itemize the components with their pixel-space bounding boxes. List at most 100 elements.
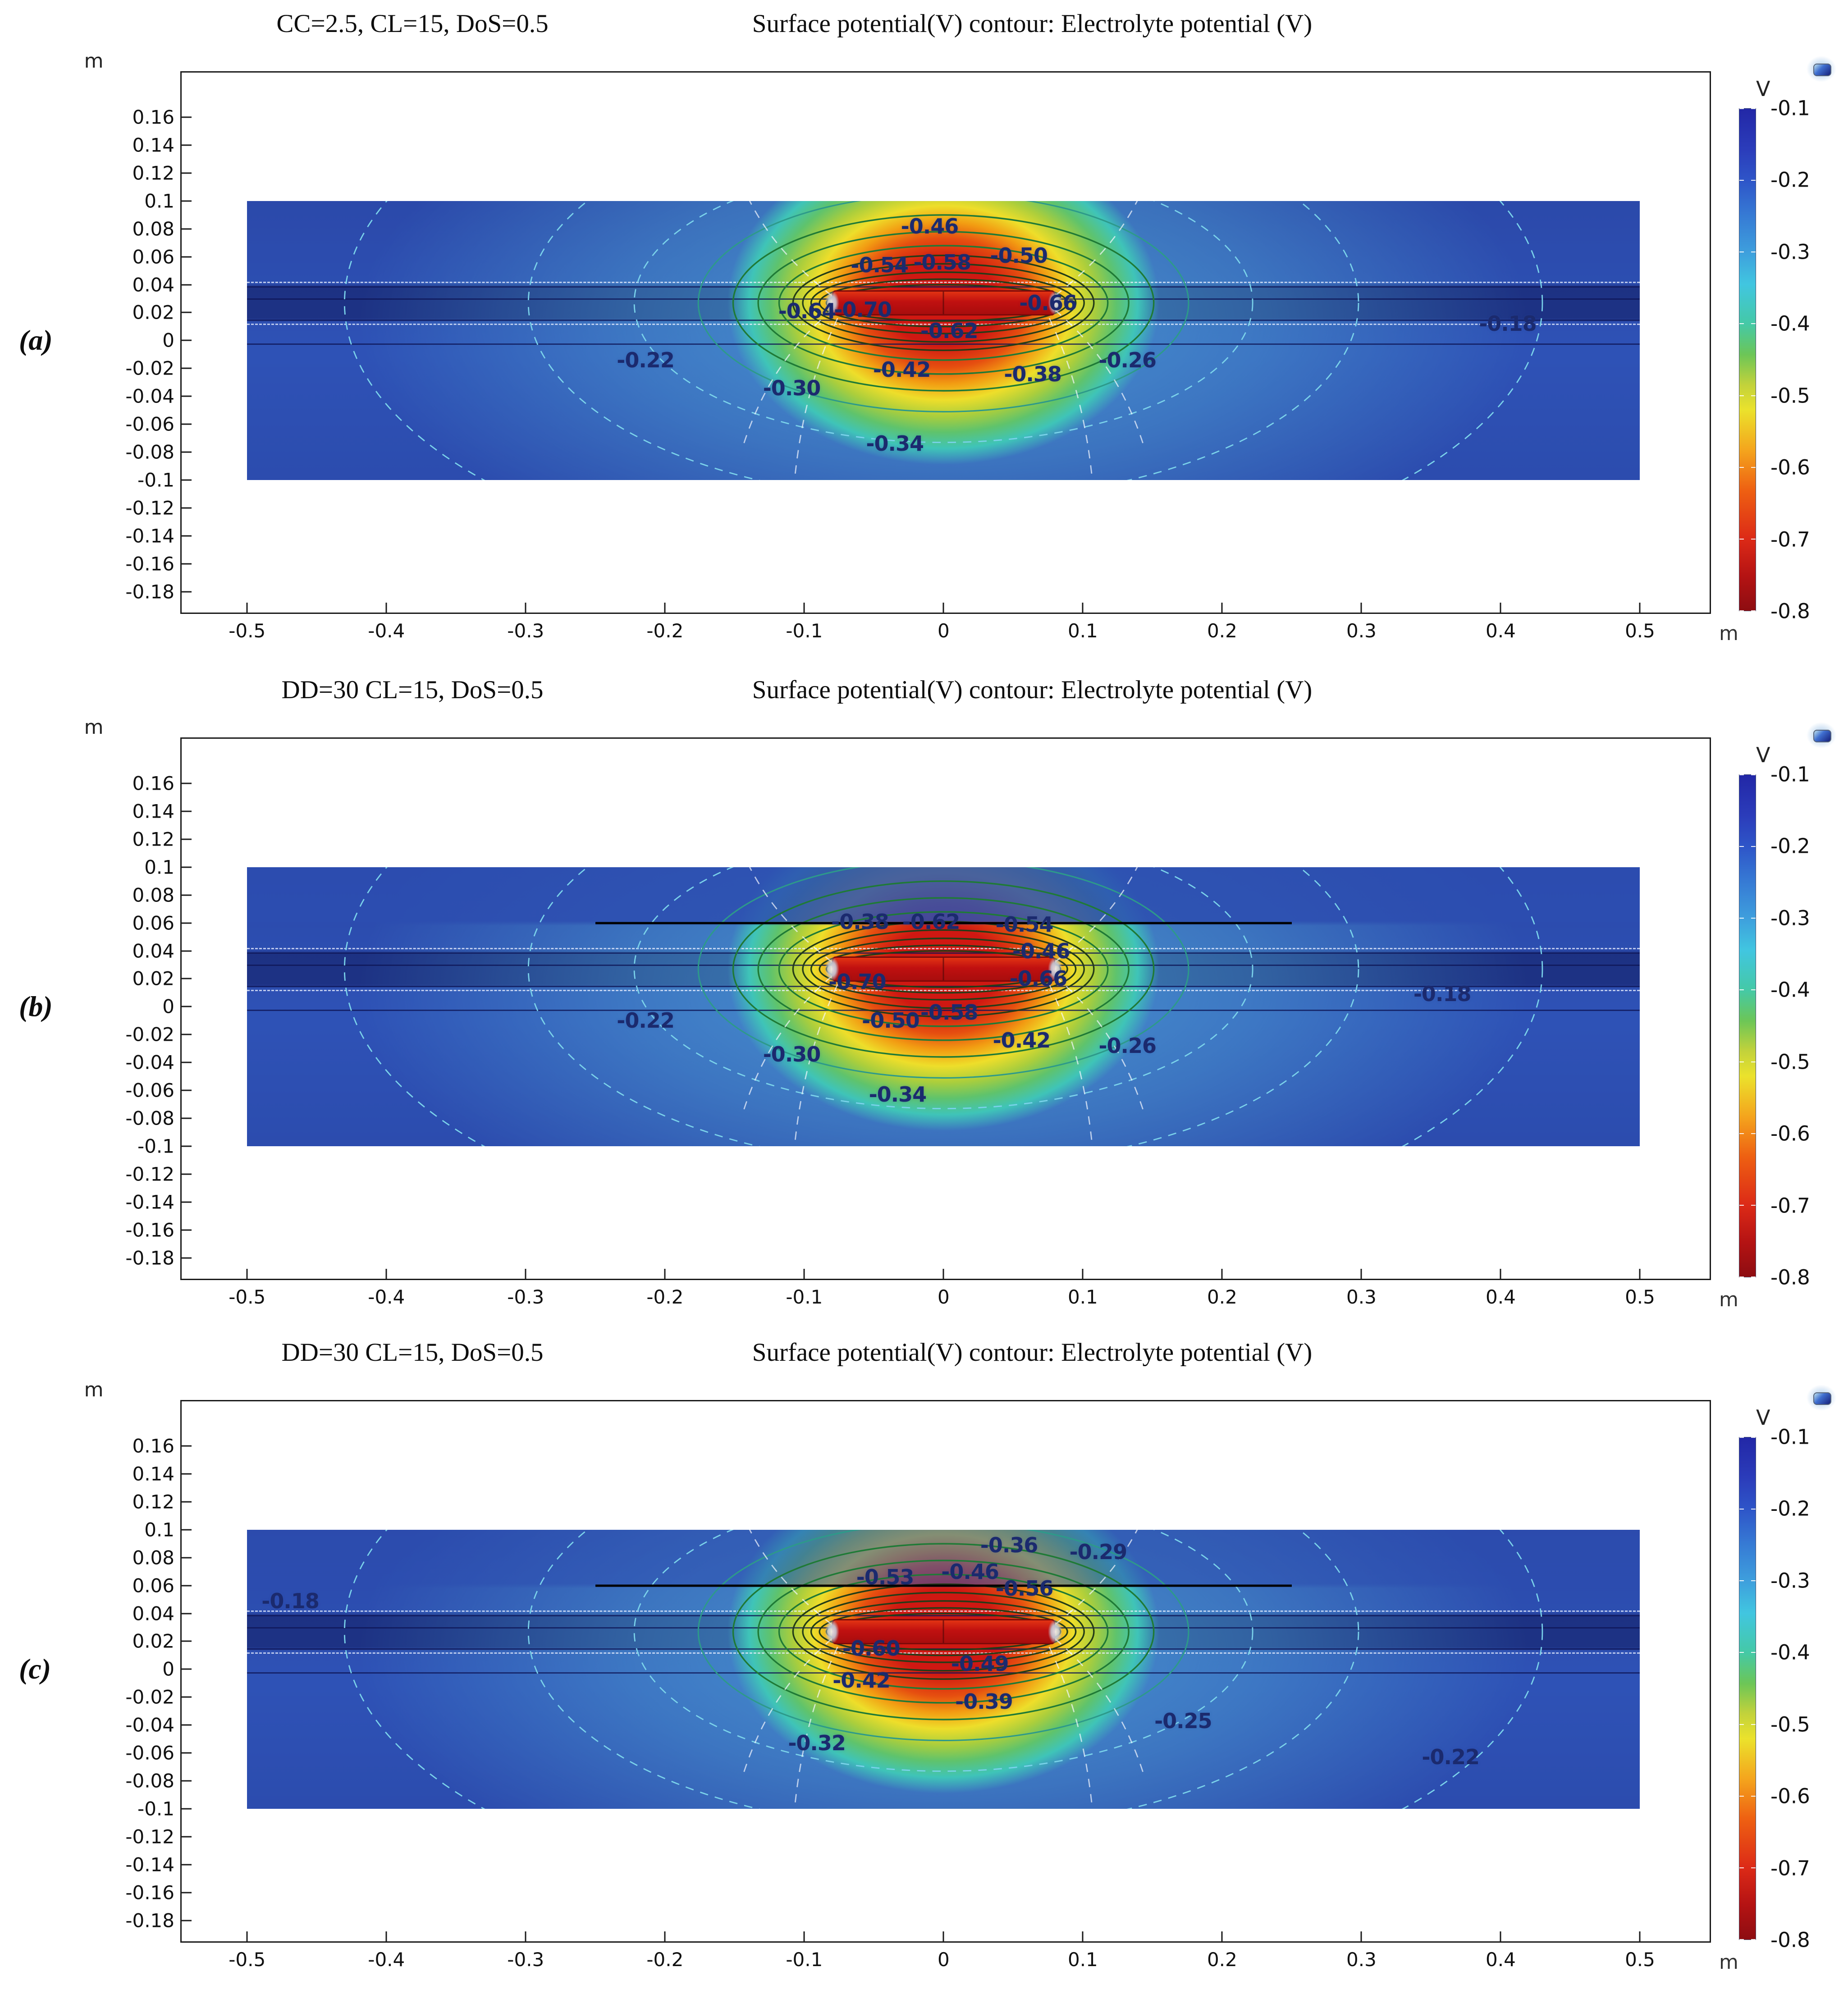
colorbar-tick [1739,538,1744,540]
y-tick [182,200,192,202]
colorbar-tick-label: -0.7 [1770,1856,1810,1880]
colorbar-tick-label: -0.5 [1770,1712,1810,1737]
colorbar-tick [1739,1724,1744,1725]
colorbar-tick [1751,1724,1756,1725]
y-tick [182,1117,192,1119]
x-tick [385,1269,387,1279]
x-tick-label: 0 [937,620,950,642]
plot-title: Surface potential(V) contour: Electrolyt… [752,1338,1313,1367]
y-tick-label: 0.14 [132,1463,174,1485]
x-tick-label: -0.5 [229,1286,266,1308]
anode-bar [832,290,1055,316]
plot-title: Surface potential(V) contour: Electrolyt… [752,9,1313,38]
colorbar-tick [1751,610,1756,611]
y-tick-label: -0.16 [125,553,174,575]
x-tick-label: -0.2 [646,620,684,642]
y-tick [182,284,192,286]
colorbar-tick [1751,1509,1756,1510]
y-tick-label: -0.02 [125,1023,174,1046]
x-tick [1500,1931,1501,1941]
y-tick-label: 0.06 [132,1574,174,1597]
colorbar-tick [1739,108,1744,109]
y-tick [182,950,192,952]
colorbar-tick [1751,1795,1756,1797]
colorbar-tick [1739,1276,1744,1277]
colorbar-tick [1739,323,1744,325]
colorbar-tick-label: -0.6 [1770,1784,1810,1808]
y-tick [182,535,192,537]
colorbar-unit: V [1756,1405,1770,1430]
y-tick [182,1173,192,1175]
colorbar-tick-label: -0.3 [1770,1569,1810,1593]
x-axis-unit: m [1719,1951,1738,1974]
x-tick-label: 0.4 [1486,620,1516,642]
y-tick [182,1585,192,1587]
y-tick-label: -0.04 [125,385,174,407]
params-label: DD=30 CL=15, DoS=0.5 [281,1338,544,1367]
y-tick-label: 0.06 [132,246,174,268]
x-tick [1500,1269,1501,1279]
x-tick-label: -0.4 [368,1949,405,1971]
y-tick-label: -0.08 [125,441,174,463]
y-tick-label: 0.1 [144,1519,174,1541]
y-tick [182,1668,192,1670]
y-tick-label: -0.06 [125,1079,174,1102]
colorbar-tick [1751,989,1756,991]
colorbar-tick [1751,918,1756,919]
colorbar-tick-label: -0.2 [1770,168,1810,192]
x-tick-label: -0.3 [507,1949,544,1971]
y-tick [182,1229,192,1231]
y-tick [182,1808,192,1810]
y-tick [182,451,192,453]
x-tick-label: -0.5 [229,620,266,642]
y-tick-label: -0.04 [125,1714,174,1736]
y-tick [182,311,192,313]
y-tick-label: -0.12 [125,497,174,519]
x-tick-label: -0.2 [646,1286,684,1308]
x-tick [1221,1931,1223,1941]
anode-bar-divider [942,957,944,980]
y-tick [182,339,192,341]
plot-area: 0.16 0.14 0.12 0.1 0.08 0.06 0.04 0.02 0 -0.02 -0.… [125,737,1711,1308]
colorbar-tick [1739,467,1744,468]
y-tick [182,591,192,593]
x-tick-label: 0 [937,1286,950,1308]
y-tick-label: -0.16 [125,1881,174,1904]
x-tick-label: -0.1 [786,1286,823,1308]
x-tick-label: 0.4 [1486,1949,1516,1971]
y-tick [182,1006,192,1007]
colorbar-tick-label: -0.1 [1770,762,1810,787]
y-tick-label: 0.08 [132,884,174,906]
colorbar-tick [1751,180,1756,181]
colorbar-tick [1739,1939,1744,1940]
y-tick [182,507,192,509]
domain: -0.38 -0.62 -0.54 -0.46 -0.70 -0.66 -0.58 -0.50… [247,867,1640,1146]
x-tick [803,1931,805,1941]
anode-bar-divider [942,291,944,314]
bar-end-left-blob [825,290,840,315]
x-tick [525,1931,526,1941]
x-tick [803,603,805,613]
y-tick [182,423,192,425]
colorbar-tick [1739,1133,1744,1134]
x-tick [246,1931,248,1941]
domain: -0.46 -0.54 -0.58 -0.50 -0.64 -0.70 -0.66 -0.62… [247,201,1640,480]
y-tick [182,1752,192,1754]
colorbar [1739,1437,1756,1940]
colorbar-tick-label: -0.5 [1770,384,1810,408]
colorbar-tick [1739,395,1744,396]
x-tick [1082,603,1084,613]
colorbar-tick [1739,1795,1744,1797]
colorbar-tick-label: -0.8 [1770,1928,1810,1952]
x-tick [246,603,248,613]
y-tick-label: -0.08 [125,1770,174,1792]
comsol-icon [1807,56,1836,82]
bar-end-right-blob [1048,1619,1062,1644]
panel-b: DD=30 CL=15, DoS=0.5 Surface potential(V… [0,666,1848,1327]
colorbar-tick [1751,846,1756,847]
colorbar-tick [1751,1867,1756,1868]
x-tick-label: -0.1 [786,620,823,642]
colorbar-tick [1739,918,1744,919]
x-tick-label: 0.1 [1067,1949,1098,1971]
y-tick-label: -0.06 [125,1742,174,1764]
